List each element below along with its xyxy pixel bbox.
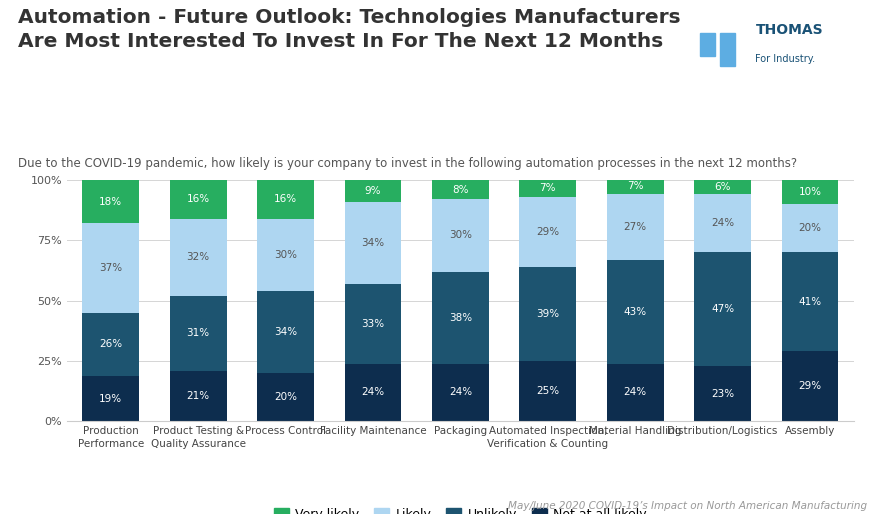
Text: THOMAS: THOMAS bbox=[755, 23, 823, 37]
Bar bbox=[607, 194, 663, 260]
Bar bbox=[519, 267, 577, 361]
Bar bbox=[607, 363, 663, 421]
Text: For Industry.: For Industry. bbox=[755, 54, 815, 64]
Text: 30%: 30% bbox=[449, 230, 472, 241]
Text: 27%: 27% bbox=[624, 222, 646, 232]
Bar bbox=[170, 371, 226, 421]
Text: 34%: 34% bbox=[361, 237, 384, 248]
Bar bbox=[695, 180, 751, 194]
Bar bbox=[257, 373, 314, 421]
Bar bbox=[781, 180, 839, 204]
Text: 47%: 47% bbox=[711, 304, 734, 314]
Bar bbox=[519, 197, 577, 267]
Text: Due to the COVID-19 pandemic, how likely is your company to invest in the follow: Due to the COVID-19 pandemic, how likely… bbox=[18, 157, 797, 170]
Bar bbox=[781, 204, 839, 252]
Text: 31%: 31% bbox=[187, 328, 210, 338]
Text: Automation - Future Outlook: Technologies Manufacturers
Are Most Interested To I: Automation - Future Outlook: Technologie… bbox=[18, 8, 680, 51]
Bar bbox=[257, 180, 314, 218]
Text: 24%: 24% bbox=[361, 388, 384, 397]
Bar bbox=[257, 291, 314, 373]
Bar bbox=[170, 296, 226, 371]
Text: 29%: 29% bbox=[798, 381, 822, 392]
Text: 23%: 23% bbox=[711, 389, 734, 399]
Text: 29%: 29% bbox=[536, 227, 560, 237]
Bar bbox=[82, 224, 139, 313]
Legend: Very likely, Likely, Unlikely, Not at all likely: Very likely, Likely, Unlikely, Not at al… bbox=[269, 503, 652, 514]
Bar bbox=[82, 376, 139, 421]
Bar bbox=[781, 352, 839, 421]
Text: 26%: 26% bbox=[99, 339, 122, 349]
Bar bbox=[695, 194, 751, 252]
Text: 24%: 24% bbox=[624, 388, 646, 397]
Bar bbox=[170, 218, 226, 296]
Bar bbox=[700, 33, 715, 56]
Bar bbox=[607, 177, 663, 194]
Bar bbox=[82, 180, 139, 224]
Text: 39%: 39% bbox=[536, 309, 560, 319]
Text: 43%: 43% bbox=[624, 306, 646, 317]
Text: 19%: 19% bbox=[99, 394, 122, 403]
Text: 9%: 9% bbox=[365, 186, 381, 196]
Bar bbox=[607, 260, 663, 363]
Text: 18%: 18% bbox=[99, 197, 122, 207]
Bar bbox=[82, 313, 139, 376]
Text: 16%: 16% bbox=[274, 194, 297, 204]
Text: 6%: 6% bbox=[714, 182, 731, 192]
Text: 37%: 37% bbox=[99, 263, 122, 273]
Bar bbox=[720, 33, 735, 66]
Text: 16%: 16% bbox=[187, 194, 210, 204]
Bar bbox=[432, 180, 489, 199]
Text: 21%: 21% bbox=[187, 391, 210, 401]
Bar bbox=[432, 272, 489, 363]
Text: 20%: 20% bbox=[798, 223, 822, 233]
Text: 24%: 24% bbox=[449, 388, 472, 397]
Bar bbox=[432, 199, 489, 272]
Text: 7%: 7% bbox=[627, 181, 644, 191]
Bar bbox=[519, 180, 577, 197]
Bar bbox=[344, 180, 401, 201]
Bar bbox=[344, 201, 401, 284]
Text: 24%: 24% bbox=[711, 218, 734, 228]
Text: 33%: 33% bbox=[361, 319, 384, 328]
Bar bbox=[344, 363, 401, 421]
Text: 7%: 7% bbox=[540, 183, 556, 193]
Text: 32%: 32% bbox=[187, 252, 210, 262]
Bar bbox=[781, 252, 839, 352]
Bar bbox=[519, 361, 577, 421]
Bar bbox=[170, 180, 226, 218]
Text: 10%: 10% bbox=[798, 187, 822, 197]
Bar bbox=[257, 218, 314, 291]
Text: 34%: 34% bbox=[274, 327, 297, 337]
Bar bbox=[432, 363, 489, 421]
Text: 25%: 25% bbox=[536, 387, 560, 396]
Text: 20%: 20% bbox=[274, 392, 297, 402]
Text: 38%: 38% bbox=[449, 313, 472, 323]
Text: 30%: 30% bbox=[274, 250, 297, 260]
Text: May/June 2020 COVID-19’s Impact on North American Manufacturing: May/June 2020 COVID-19’s Impact on North… bbox=[508, 502, 867, 511]
Text: 8%: 8% bbox=[452, 185, 468, 195]
Text: 41%: 41% bbox=[798, 297, 822, 307]
Bar bbox=[344, 284, 401, 363]
Bar bbox=[695, 366, 751, 421]
Bar bbox=[695, 252, 751, 366]
